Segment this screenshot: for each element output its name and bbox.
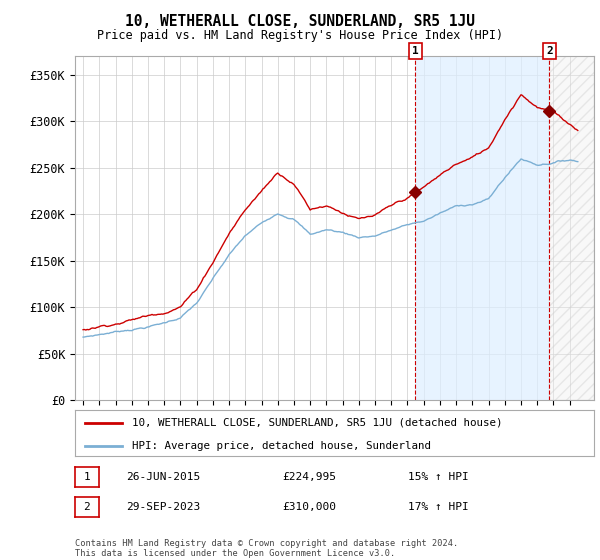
Bar	[550, 56, 594, 400]
Text: 1: 1	[83, 472, 91, 482]
Text: 2: 2	[83, 502, 91, 512]
Text: 17% ↑ HPI: 17% ↑ HPI	[408, 502, 469, 512]
Text: 15% ↑ HPI: 15% ↑ HPI	[408, 472, 469, 482]
Text: 29-SEP-2023: 29-SEP-2023	[126, 502, 200, 512]
Text: 2: 2	[546, 46, 553, 56]
Text: 1: 1	[412, 46, 419, 56]
Text: Contains HM Land Registry data © Crown copyright and database right 2024.
This d: Contains HM Land Registry data © Crown c…	[75, 539, 458, 558]
Bar	[415, 56, 550, 400]
Text: £224,995: £224,995	[282, 472, 336, 482]
Text: 10, WETHERALL CLOSE, SUNDERLAND, SR5 1JU: 10, WETHERALL CLOSE, SUNDERLAND, SR5 1JU	[125, 14, 475, 29]
Text: £310,000: £310,000	[282, 502, 336, 512]
Text: 26-JUN-2015: 26-JUN-2015	[126, 472, 200, 482]
Text: Price paid vs. HM Land Registry's House Price Index (HPI): Price paid vs. HM Land Registry's House …	[97, 29, 503, 42]
Text: HPI: Average price, detached house, Sunderland: HPI: Average price, detached house, Sund…	[132, 441, 431, 451]
Text: 10, WETHERALL CLOSE, SUNDERLAND, SR5 1JU (detached house): 10, WETHERALL CLOSE, SUNDERLAND, SR5 1JU…	[132, 418, 503, 428]
